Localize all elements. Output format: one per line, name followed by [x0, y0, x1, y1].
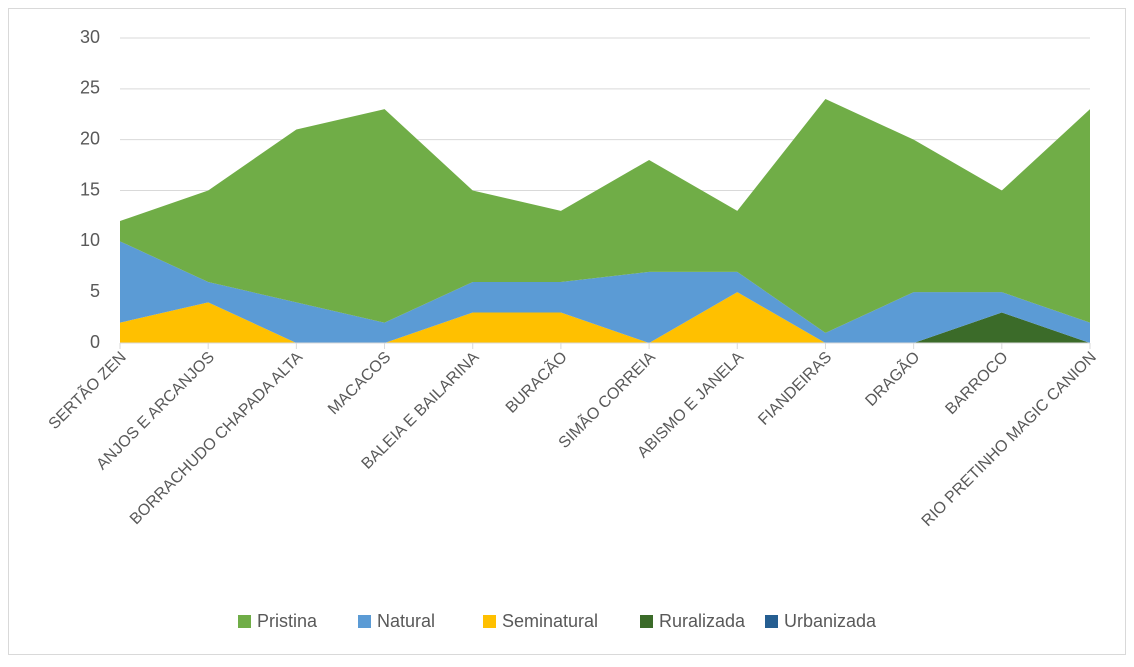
legend-label: Seminatural	[502, 611, 598, 631]
area	[120, 241, 1090, 343]
legend-swatch	[238, 615, 251, 628]
legend-label: Ruralizada	[659, 611, 746, 631]
y-tick-label: 25	[80, 78, 100, 98]
area	[120, 292, 1090, 343]
legend-swatch	[483, 615, 496, 628]
y-tick-label: 30	[80, 27, 100, 47]
legend-label: Pristina	[257, 611, 318, 631]
y-tick-label: 0	[90, 332, 100, 352]
y-tick-label: 5	[90, 281, 100, 301]
legend-swatch	[358, 615, 371, 628]
area	[120, 99, 1090, 333]
y-tick-label: 20	[80, 128, 100, 148]
legend-label: Natural	[377, 611, 435, 631]
area	[120, 312, 1090, 343]
legend-swatch	[640, 615, 653, 628]
legend-swatch	[765, 615, 778, 628]
y-tick-label: 15	[80, 179, 100, 199]
legend-label: Urbanizada	[784, 611, 877, 631]
y-tick-label: 10	[80, 230, 100, 250]
